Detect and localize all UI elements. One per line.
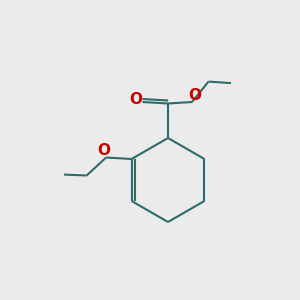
Text: O: O <box>97 143 110 158</box>
Text: O: O <box>188 88 201 103</box>
Text: O: O <box>129 92 142 106</box>
